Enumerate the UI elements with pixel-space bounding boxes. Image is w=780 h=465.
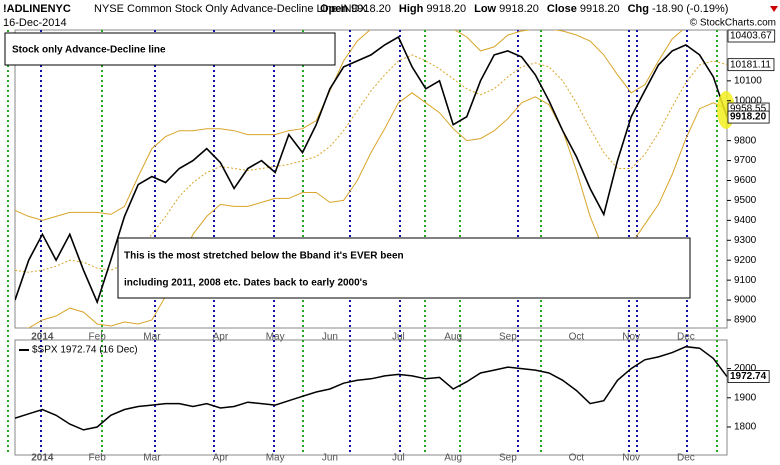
y-tick-label: 9300 [734,235,757,246]
date: 16-Dec-2014 [3,17,67,29]
y-tick-label: 9200 [734,255,757,266]
quote: Open 9918.20 High 9918.20 Low 9918.20 Close 991… [320,3,728,15]
x-tick-label: 2014 [31,332,54,343]
note-line: This is the most stretched below the Bba… [124,251,404,262]
x-tick-label: Jun [322,453,338,464]
x-tick-label: Oct [569,332,585,343]
y-tick-label: 9000 [734,295,757,306]
series-line [15,30,684,221]
symbol: !ADLINENYC [3,3,71,15]
last-value-label: 10181.11 [730,59,771,70]
quote-label: Chg [628,3,649,15]
quote-value: 9918.20 [580,3,620,15]
last-value-label: 9918.20 [730,112,767,123]
x-tick-label: Mar [143,332,161,343]
y-tick-label: 9500 [734,195,757,206]
x-tick-label: Nov [622,332,640,343]
x-tick-label: Nov [622,453,640,464]
x-tick-label: Mar [143,453,161,464]
y-tick-label: 9800 [734,135,757,146]
x-tick-label: Jul [392,453,405,464]
y-tick-label: 1800 [734,422,757,433]
last-value-label: 1972.74 [730,371,767,382]
quote-label: Open [320,3,348,15]
main-panel [14,29,728,329]
x-tick-label: Dec [677,332,695,343]
last-value-box [727,370,770,383]
x-tick-label: Apr [213,332,229,343]
series-group [15,345,727,431]
x-tick-label: Jun [322,332,338,343]
y-tick-label: 8900 [734,315,757,326]
x-tick-label: Sep [499,453,517,464]
description: NYSE Common Stock Only Advance-Decline L… [94,3,367,15]
x-tick-label: May [266,332,285,343]
y-tick-label: 9600 [734,175,757,186]
source: © StockCharts.com [690,18,776,29]
x-tick-label: Dec [677,453,695,464]
title-box [4,32,336,66]
x-tick-label: Aug [444,332,462,343]
quote-value: 9918.20 [499,3,539,15]
x-tick-label: Oct [569,453,585,464]
series-line [15,345,727,431]
last-value-label: 9958.55 [730,104,767,115]
y-tick-label: 10100 [734,75,762,86]
series-line [15,54,727,273]
y-tick-label: 2000 [734,363,757,374]
x-tick-label: Apr [213,453,229,464]
note-box [117,237,691,299]
quote-value: -18.90 (-0.19%) [652,3,728,15]
y-tick-label: 10000 [734,95,762,106]
markers [7,30,718,455]
y-tick-label: 9100 [734,275,757,286]
quote-value: 9918.20 [426,3,466,15]
x-tick-label: Aug [444,453,462,464]
x-tick-label: Feb [89,453,107,464]
last-value-box [727,29,776,43]
quote-label: Low [474,3,496,15]
last-value-box [727,58,775,72]
quote-value: 9918.20 [351,3,391,15]
last-value-label: 10403.67 [730,31,772,42]
down-arrow [770,6,778,12]
series-line [15,35,727,305]
quote-label: Close [547,3,577,15]
y-tick-label: 1900 [734,392,757,403]
note-line: including 2011, 2008 etc. Dates back to … [124,278,368,289]
x-tick-label: Jul [392,332,405,343]
legend: $SPX 1972.74 (16 Dec) [32,345,138,356]
chart-title: Stock only Advance-Decline line [12,45,166,56]
x-tick-label: May [266,453,285,464]
y-tick-label: 9700 [734,155,757,166]
y-tick-label: 9400 [734,215,757,226]
last-value-box [727,110,770,124]
quote-label: High [399,3,424,15]
overlay: 8900 9000 9100 9200 9300 9400 9500 9600 9700 9800… [19,29,776,464]
x-tick-label: 2014 [31,453,54,464]
x-tick-label: Sep [499,332,517,343]
x-tick-label: Feb [89,332,107,343]
